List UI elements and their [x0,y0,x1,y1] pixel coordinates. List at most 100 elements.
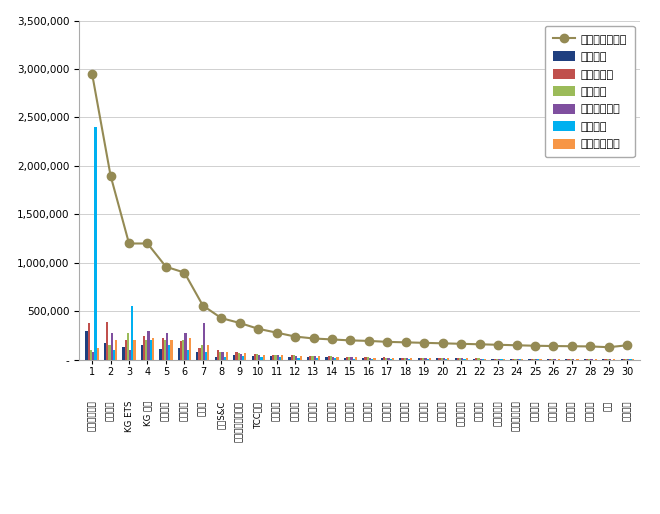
Bar [436,358,438,360]
Bar [459,358,461,360]
Bar [327,356,330,360]
Bar [205,352,207,360]
브랜드평판지수 [217,315,225,321]
Bar [256,354,258,360]
Bar [429,358,431,360]
Bar [219,352,221,360]
Text: 부국철강: 부국철강 [586,400,595,421]
Bar [539,359,542,360]
Bar [182,340,184,360]
Bar [115,340,117,360]
Bar [551,359,554,360]
Bar [104,343,106,360]
Bar [465,358,468,360]
Bar [325,357,327,360]
브랜드평판지수 [623,342,631,348]
Bar [355,357,357,360]
Bar [214,357,217,360]
브랜드평판지수 [291,334,299,340]
Bar [620,359,623,360]
Bar [418,358,420,360]
Bar [96,348,99,360]
Bar [595,359,597,360]
Bar [244,353,246,360]
Bar [129,350,131,360]
Text: 경남스틸: 경남스틸 [327,400,337,421]
브랜드평판지수 [439,340,447,346]
Bar [261,357,263,360]
브랜드평판지수 [605,344,612,350]
Text: 동국제강: 동국제강 [162,400,170,421]
Text: 금강철강: 금강철강 [364,400,374,421]
Bar [224,357,226,360]
Text: 휴스틸: 휴스틸 [199,400,207,416]
브랜드평판지수 [402,339,410,345]
Bar [170,340,172,360]
Bar [217,350,219,360]
Bar [254,354,256,360]
Bar [475,358,477,360]
브랜드평판지수 [143,241,151,247]
Bar [178,348,180,360]
Bar [623,359,625,360]
Bar [131,306,133,360]
Bar [272,355,275,360]
Text: 동아S&C: 동아S&C [216,400,226,429]
Bar [632,359,634,360]
Bar [517,359,519,360]
Bar [86,331,88,360]
Bar [94,127,96,360]
Bar [565,359,568,360]
Bar [627,359,630,360]
Bar [352,359,355,360]
브랜드평판지수 [236,320,244,326]
Bar [420,358,422,360]
Bar [279,357,281,360]
Bar [529,359,531,360]
Bar [290,355,293,360]
Bar [203,323,205,360]
Bar [162,338,164,360]
브랜드평판지수 [310,336,317,342]
Text: 조선선재: 조선선재 [180,400,189,421]
Bar [463,359,465,360]
Bar [184,333,187,360]
Bar [609,359,611,360]
Bar [549,359,551,360]
Bar [570,359,572,360]
Bar [521,359,523,360]
Bar [494,359,496,360]
Bar [344,358,346,360]
Bar [152,338,154,360]
Bar [159,349,162,360]
Bar [168,345,170,360]
Bar [591,359,593,360]
브랜드평판지수 [180,269,188,276]
Bar [455,358,457,360]
Bar [106,322,108,360]
Bar [583,359,586,360]
브랜드평판지수 [107,173,115,179]
Bar [424,358,426,360]
Bar [332,357,334,360]
Bar [602,359,605,360]
Bar [457,358,459,360]
브랜드평판지수 [254,326,262,332]
Bar [399,358,401,360]
Text: 세이투수강: 세이투수강 [494,400,503,426]
Bar [401,358,404,360]
Bar [369,358,371,360]
브랜드평판지수 [550,343,558,349]
Text: 고려제강: 고려제강 [420,400,429,421]
Bar [625,359,627,360]
Bar [187,350,189,360]
Bar [270,356,272,360]
Text: 세아제강: 세아제강 [290,400,300,421]
Bar [613,359,616,360]
Bar [547,359,549,360]
Bar [88,323,90,360]
Bar [196,352,199,360]
Bar [318,356,320,360]
Bar [554,359,556,360]
Bar [108,345,111,360]
